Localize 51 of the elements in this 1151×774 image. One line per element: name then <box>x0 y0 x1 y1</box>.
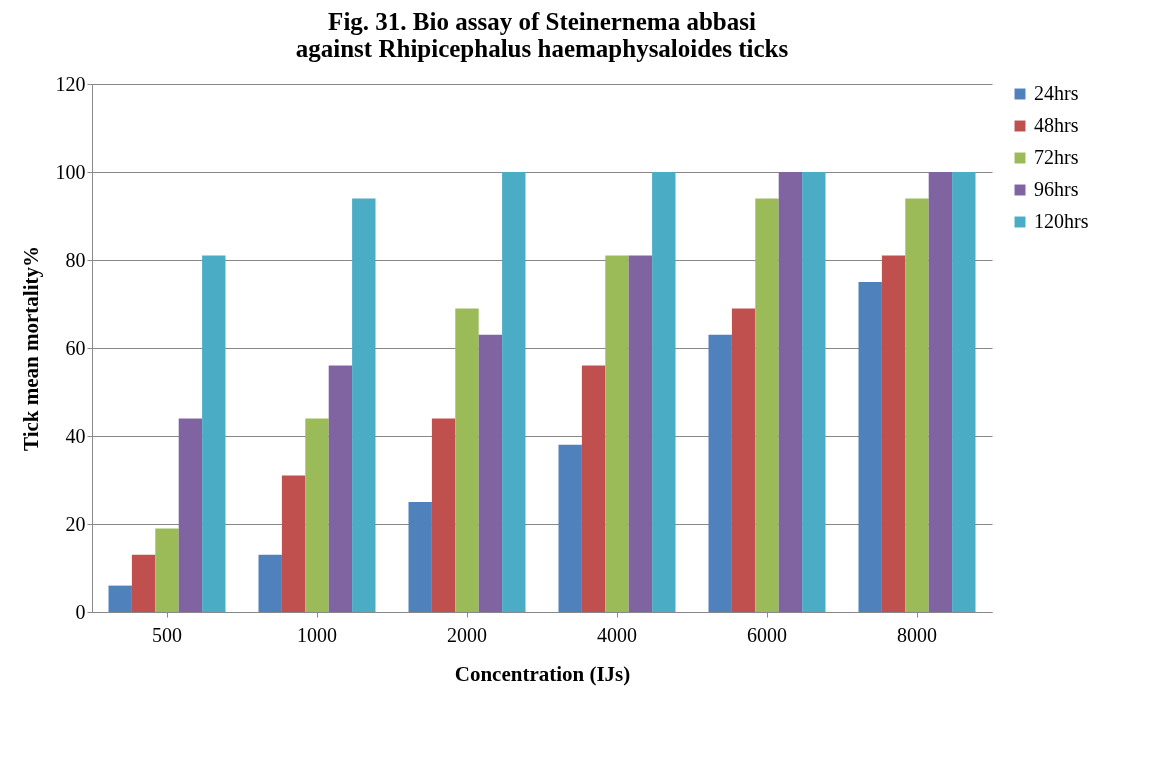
legend-label: 96hrs <box>1034 178 1079 200</box>
x-tick-label: 500 <box>152 623 182 646</box>
bar <box>455 308 479 612</box>
bar <box>305 418 329 612</box>
bar <box>881 255 906 612</box>
bar <box>478 334 503 612</box>
bar <box>431 418 456 612</box>
legend-label: 120hrs <box>1034 210 1089 232</box>
bar <box>108 585 132 612</box>
bar <box>905 198 929 612</box>
legend-label: 48hrs <box>1034 114 1079 136</box>
chart-title: Fig. 31. Bio assay of Steinernema abbasi against Rhipicephalus haemaphysaloides ticks <box>295 8 789 62</box>
y-tick-label: 100 <box>55 160 86 183</box>
x-tick-label: 8000 <box>897 623 937 646</box>
y-tick-label: 80 <box>65 248 86 271</box>
bar <box>802 172 826 612</box>
bar <box>202 255 226 612</box>
bar <box>131 554 156 612</box>
legend-label: 24hrs <box>1034 82 1079 104</box>
bar <box>352 198 376 612</box>
x-tick-label: 2000 <box>447 623 487 646</box>
bar <box>408 502 432 612</box>
bar <box>858 282 882 612</box>
bar <box>581 365 606 612</box>
bar <box>928 172 953 612</box>
x-tick-label: 1000 <box>297 623 337 646</box>
y-tick-label: 120 <box>55 72 86 95</box>
bar <box>778 172 803 612</box>
bar <box>281 475 306 612</box>
bar <box>652 172 676 612</box>
y-tick-label: 0 <box>75 600 86 623</box>
bar <box>328 365 353 612</box>
bar <box>258 554 282 612</box>
x-axis-title: Concentration (IJs) <box>454 661 631 686</box>
bar <box>755 198 779 612</box>
x-tick-label: 4000 <box>597 623 637 646</box>
y-tick-label: 40 <box>65 424 86 447</box>
y-axis-title: Tick mean mortality% <box>18 246 43 451</box>
bar <box>628 255 653 612</box>
bar <box>502 172 526 612</box>
bar <box>155 528 179 612</box>
y-tick-label: 60 <box>65 336 86 359</box>
bar <box>952 172 976 612</box>
bar <box>708 334 732 612</box>
x-tick-label: 6000 <box>747 623 787 646</box>
bar <box>558 444 582 612</box>
y-tick-label: 20 <box>65 512 86 535</box>
bar <box>178 418 203 612</box>
bar <box>605 255 629 612</box>
bar <box>731 308 756 612</box>
legend-label: 72hrs <box>1034 146 1079 168</box>
